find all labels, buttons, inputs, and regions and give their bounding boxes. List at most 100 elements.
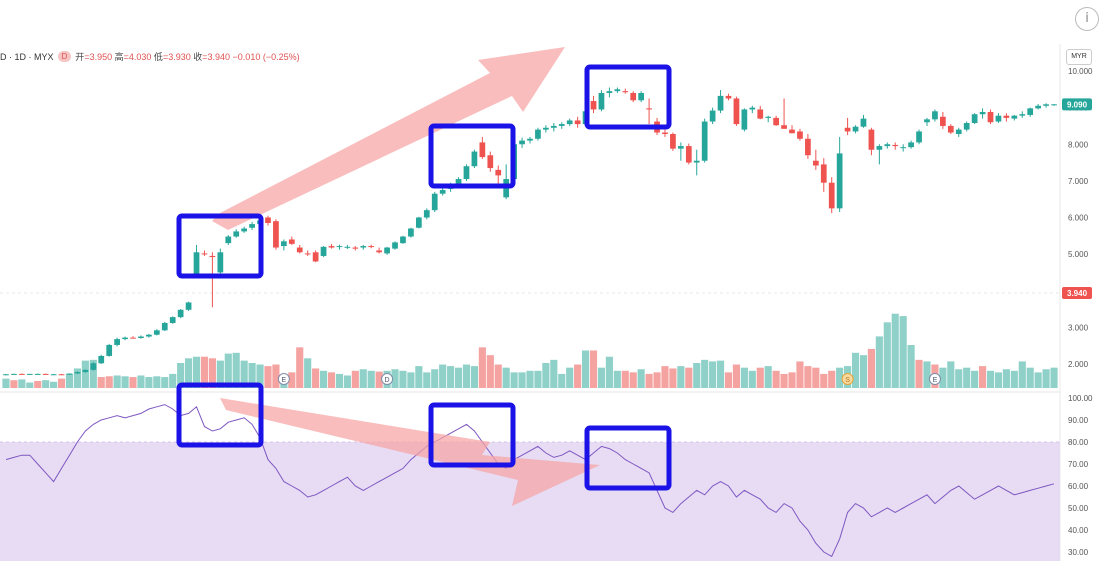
candle-body xyxy=(1035,105,1042,109)
candle-body xyxy=(177,309,184,318)
volume-bar xyxy=(232,352,240,388)
box-5 xyxy=(428,402,516,468)
volume-bar xyxy=(574,364,582,388)
annotations xyxy=(176,47,672,506)
box-3 xyxy=(584,64,672,130)
volume-bar xyxy=(597,367,606,388)
candle-body xyxy=(606,91,613,93)
candle-body xyxy=(543,127,549,130)
volume-bar xyxy=(526,370,534,388)
volume-bar xyxy=(605,356,613,388)
volume-bar xyxy=(1018,361,1026,388)
price-tick-label: 7.000 xyxy=(1068,177,1089,186)
high-value: =4.030 xyxy=(123,52,152,62)
candle-body xyxy=(701,121,708,161)
volume-bar xyxy=(978,366,987,388)
candle-body xyxy=(463,166,470,180)
open-value: =3.950 xyxy=(84,52,113,62)
volume-bar xyxy=(153,376,161,388)
volume-bar xyxy=(1026,367,1034,388)
volume-bar xyxy=(851,352,860,388)
candle-body xyxy=(725,95,732,99)
volume-bar xyxy=(312,368,320,388)
candle-body xyxy=(122,337,128,340)
candle-body xyxy=(924,119,930,123)
volume-bar xyxy=(875,336,883,388)
candle-body xyxy=(368,246,375,248)
volume-bar xyxy=(264,366,272,388)
volume-bar xyxy=(756,367,764,388)
volume-bar xyxy=(645,373,653,388)
last-price-badge: 9.090 xyxy=(1067,100,1088,109)
symbol-label[interactable]: D · 1D · MYX xyxy=(0,51,54,62)
volume-bar xyxy=(399,370,407,388)
volume-bar xyxy=(57,378,66,388)
volume-bar xyxy=(2,378,10,388)
candle-body xyxy=(741,109,748,130)
volume-bar xyxy=(510,372,518,388)
volume-bar xyxy=(240,360,248,388)
volume-bar xyxy=(796,361,804,388)
rsi-tick-label: 80.00 xyxy=(1068,438,1089,447)
rsi-tick-label: 100.00 xyxy=(1068,394,1093,403)
volume-bar xyxy=(661,366,669,388)
ohlc-readout: 开=3.950 高=4.030 低=3.930 收=3.940 −0.010 (… xyxy=(75,50,299,63)
volume-bar xyxy=(986,370,995,388)
volume-bar xyxy=(820,373,828,388)
dividend-badge[interactable]: D xyxy=(57,51,72,62)
candle-body xyxy=(225,236,232,244)
candle-body xyxy=(201,253,208,255)
close-value: =3.940 xyxy=(202,52,231,62)
volume-bar xyxy=(971,370,979,388)
candle-body xyxy=(161,322,168,331)
candle-body xyxy=(130,337,136,339)
candle-body xyxy=(169,317,176,323)
volume-bar xyxy=(351,370,359,388)
candle-body xyxy=(384,247,390,254)
volume-bar xyxy=(589,350,598,388)
candle-body xyxy=(320,246,327,256)
volume-bar xyxy=(550,359,558,388)
volume-bar xyxy=(534,370,542,388)
info-circle-icon[interactable]: i xyxy=(1075,7,1099,31)
candle-body xyxy=(273,221,279,248)
volume-bar xyxy=(899,316,907,388)
rsi-tick-label: 60.00 xyxy=(1068,482,1089,491)
event-marker xyxy=(928,373,941,385)
candle-body xyxy=(288,239,295,244)
candle-body xyxy=(408,228,414,237)
volume-bar xyxy=(431,369,439,388)
volume-bar xyxy=(319,370,328,388)
volume-bar xyxy=(1050,367,1058,388)
candle-body xyxy=(550,125,557,128)
volume-bar xyxy=(169,373,177,388)
candle-body xyxy=(193,252,200,276)
candle-body xyxy=(979,112,986,115)
volume-bar xyxy=(161,377,169,388)
volume-bar xyxy=(1010,370,1018,388)
volume-bar xyxy=(391,369,399,388)
low-value: =3.930 xyxy=(162,52,191,62)
currency-button[interactable]: MYR xyxy=(1066,49,1092,65)
candle-body xyxy=(789,129,795,134)
candle-body xyxy=(233,231,240,237)
price-tick-label: 5.000 xyxy=(1068,250,1089,259)
event-marker-label: E xyxy=(933,377,938,384)
volume-bar xyxy=(867,348,875,388)
volume-bar xyxy=(65,373,74,388)
volume-bar xyxy=(1042,369,1050,388)
volume-bar xyxy=(994,372,1003,388)
volume-bar xyxy=(89,359,97,388)
volume-bar xyxy=(407,372,415,388)
candle-body xyxy=(812,160,819,166)
volume-bar xyxy=(296,347,304,388)
volume-bar xyxy=(34,380,42,388)
candle-body xyxy=(860,118,867,127)
candle-body xyxy=(677,146,684,149)
volume-bar xyxy=(447,366,455,388)
candle-body xyxy=(304,253,311,255)
volume-bar xyxy=(192,356,201,388)
volume-bar xyxy=(42,380,50,388)
box-1 xyxy=(176,213,264,279)
